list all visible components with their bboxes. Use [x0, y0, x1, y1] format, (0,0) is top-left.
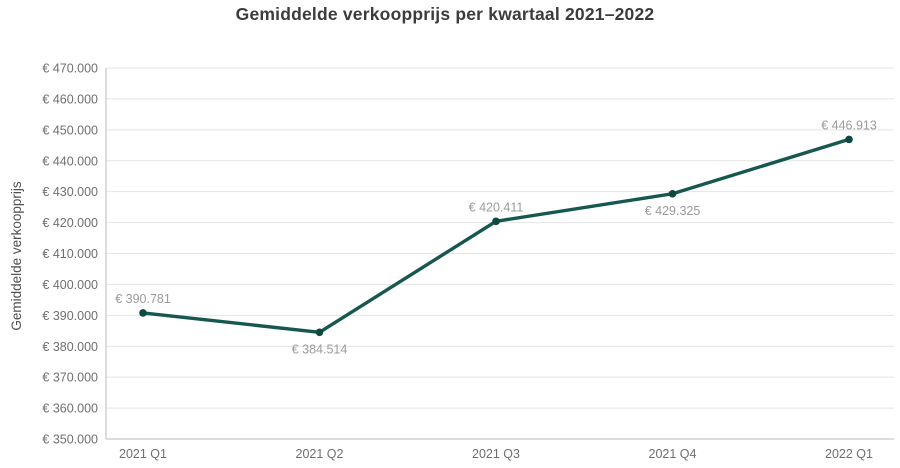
- y-tick-label: € 390.000: [42, 309, 98, 323]
- x-tick-label: 2021 Q2: [296, 447, 344, 461]
- data-point: [492, 217, 500, 226]
- y-tick-label: € 440.000: [42, 154, 98, 168]
- data-point-label: € 446.913: [821, 118, 877, 132]
- data-point-label: € 384.514: [292, 342, 348, 356]
- x-tick-label: 2021 Q3: [472, 447, 520, 461]
- y-tick-label: € 460.000: [42, 92, 98, 106]
- y-tick-label: € 360.000: [42, 402, 98, 416]
- y-tick-label: € 470.000: [42, 62, 98, 76]
- x-tick-label: 2021 Q1: [119, 447, 167, 461]
- y-tick-label: € 450.000: [42, 123, 98, 137]
- y-tick-label: € 430.000: [42, 185, 98, 199]
- x-tick-label: 2021 Q4: [649, 447, 697, 461]
- y-tick-label: € 350.000: [42, 433, 98, 447]
- chart-title: Gemiddelde verkoopprijs per kwartaal 202…: [235, 4, 655, 24]
- data-point: [668, 189, 677, 198]
- data-point-label: € 390.781: [115, 292, 171, 306]
- y-axis-title: Gemiddelde verkoopprijs: [9, 181, 24, 331]
- data-point-label: € 429.325: [645, 204, 701, 218]
- y-tick-label: € 420.000: [42, 216, 98, 230]
- y-tick-label: € 410.000: [42, 247, 98, 261]
- x-tick-label: 2022 Q1: [825, 447, 873, 461]
- y-tick-label: € 370.000: [42, 371, 98, 385]
- data-point: [845, 135, 853, 144]
- data-point-label: € 420.411: [469, 200, 524, 214]
- y-tick-label: € 400.000: [42, 278, 98, 292]
- data-point: [139, 309, 147, 317]
- series-line: [141, 137, 851, 334]
- y-tick-label: € 380.000: [42, 340, 98, 354]
- data-point: [315, 328, 324, 337]
